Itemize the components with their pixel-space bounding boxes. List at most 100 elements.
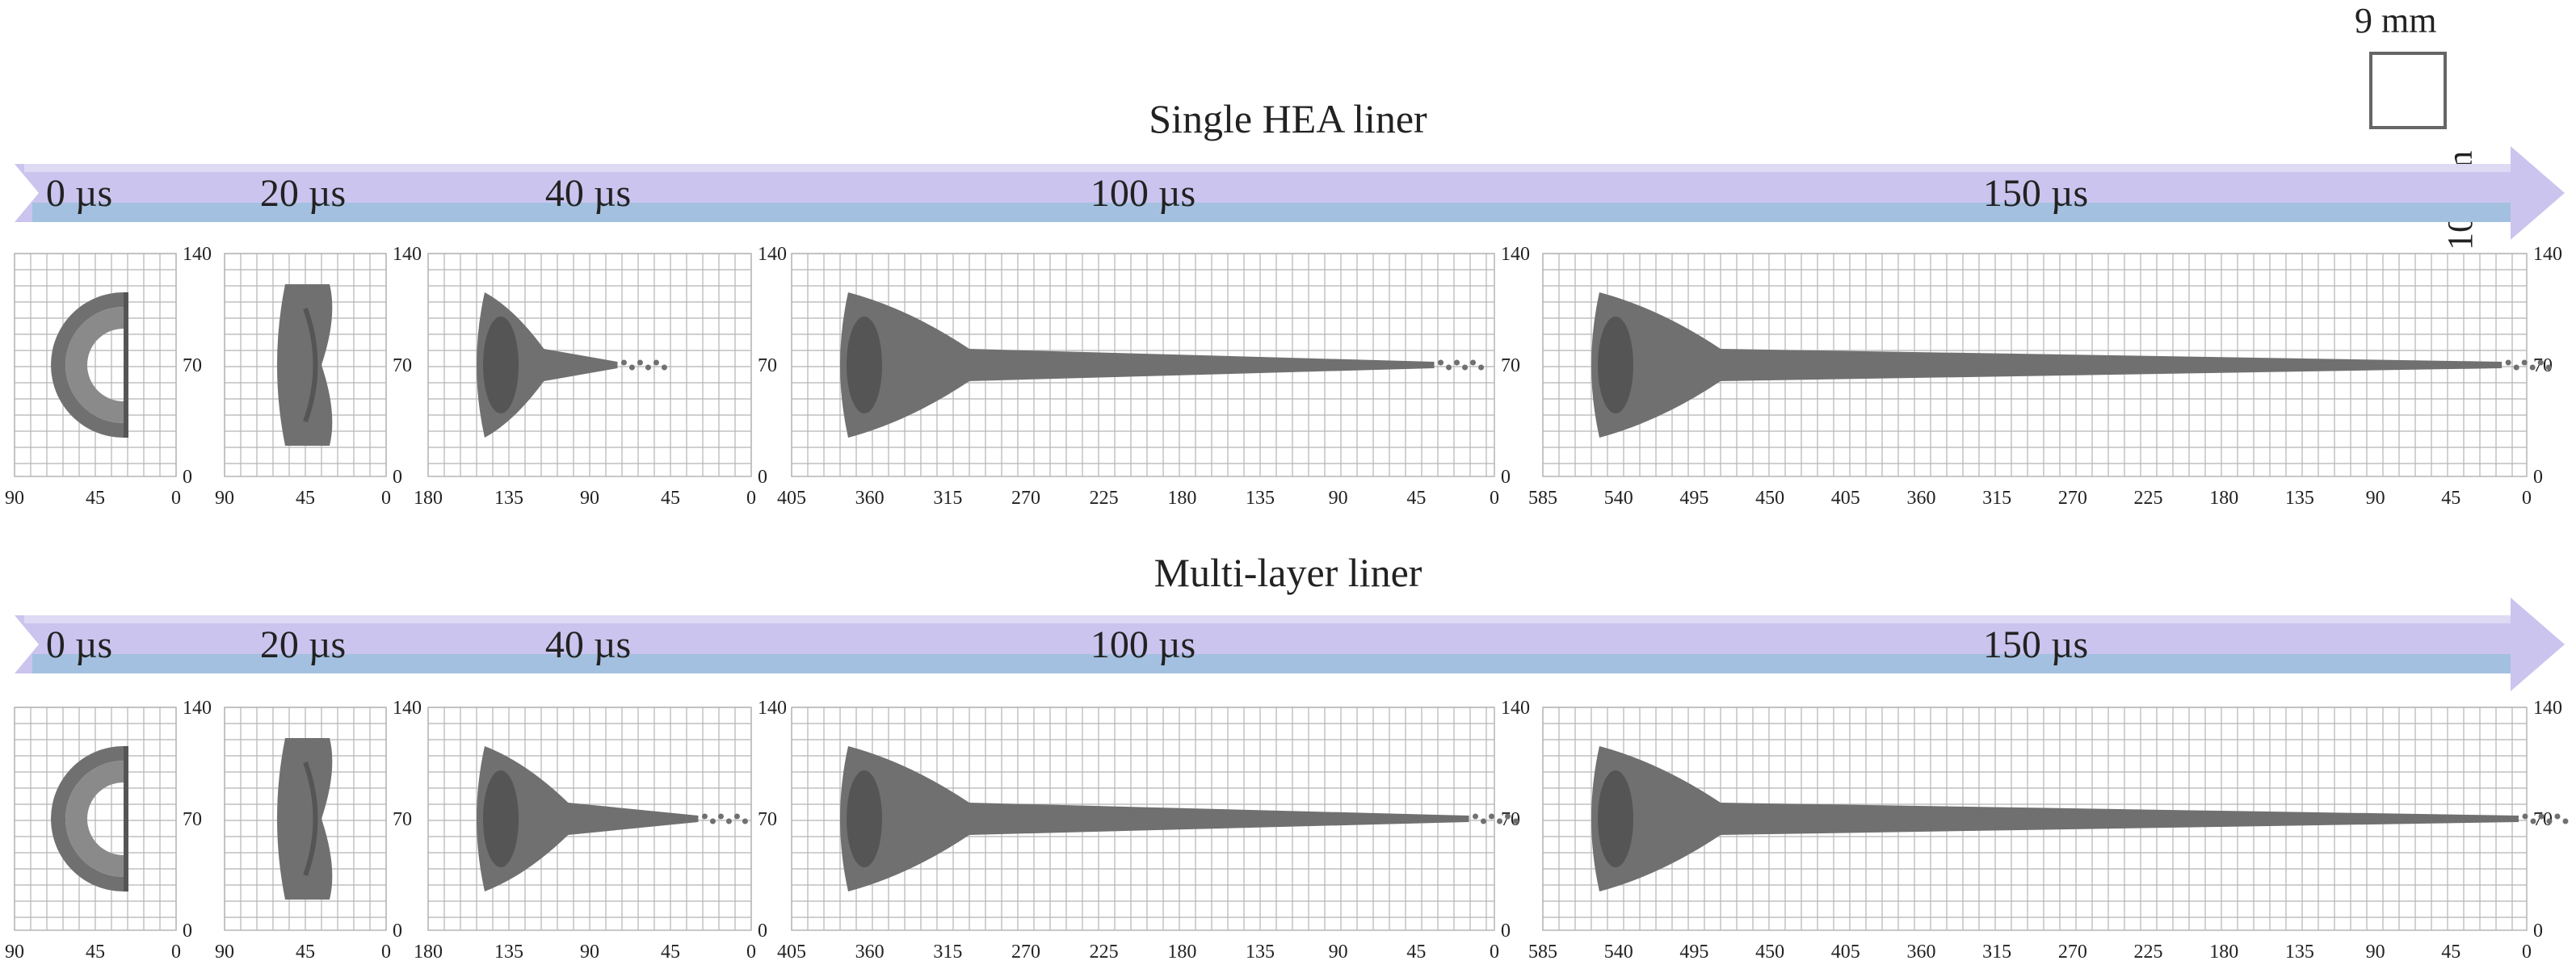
liner-inner (65, 307, 124, 423)
collapsed-liner (277, 284, 333, 446)
scale-bar-square (2369, 52, 2447, 129)
jet-slug-core (1598, 317, 1633, 413)
jet-particle (637, 359, 643, 366)
x-tick-label: 135 (2285, 942, 2314, 963)
x-tick-label: 45 (1406, 488, 1426, 509)
x-tick-label: 90 (5, 942, 24, 963)
timeline-arrow-highlight (24, 615, 2511, 623)
x-tick-label: 540 (1604, 488, 1633, 509)
timeline-arrow-band (32, 654, 2511, 673)
y-tick-label: 0 (2533, 921, 2543, 942)
jet-body (1591, 746, 2519, 891)
jet-particle (620, 359, 627, 366)
y-tick-label: 70 (1501, 355, 1520, 376)
x-tick-label: 405 (777, 488, 806, 509)
frame-single-4: 585 540 495 450 405 360 315 270 225 180 135 90 45 007… (1528, 244, 2562, 509)
frame-single-0: 90 45 00 70 140 (5, 244, 212, 509)
y-tick-label: 140 (758, 244, 787, 265)
frame-single-1: 90 45 00 70 140 (215, 244, 422, 509)
jet-particle (2545, 364, 2552, 371)
y-tick-label: 140 (393, 698, 422, 719)
jet-body (840, 746, 1469, 891)
jet-particle (1462, 364, 1469, 371)
liner-shell (51, 292, 124, 438)
x-tick-label: 90 (215, 488, 234, 509)
x-tick-label: 270 (1011, 488, 1040, 509)
x-tick-label: 45 (661, 942, 680, 963)
jet-body (477, 746, 699, 891)
jet-particle (2546, 818, 2553, 824)
x-tick-label: 315 (933, 488, 962, 509)
jet-particle (628, 364, 635, 371)
x-tick-label: 0 (1490, 942, 1499, 963)
jet-particle (2505, 359, 2511, 366)
jet-particle (1497, 818, 1503, 824)
y-tick-label: 140 (183, 244, 212, 265)
jet-particle (661, 364, 667, 371)
x-tick-label: 225 (2134, 488, 2163, 509)
jet-particle (1481, 818, 1487, 824)
y-tick-label: 0 (183, 921, 192, 942)
jet-particle (1446, 364, 1452, 371)
x-tick-label: 360 (855, 488, 885, 509)
x-tick-label: 360 (1906, 488, 1935, 509)
jet-particle (725, 818, 732, 824)
jet-particle (2522, 813, 2528, 820)
collapsed-liner (277, 738, 333, 900)
row-title-multi: Multi-layer liner (1154, 550, 1422, 595)
jet-particle (742, 818, 748, 824)
timeline-arrow-band (32, 203, 2511, 222)
jet-particle (653, 359, 659, 366)
frame-multi-2: 180 135 90 45 00 70 140 (414, 698, 787, 963)
x-tick-label: 45 (2441, 942, 2460, 963)
timeline-arrow-body (15, 146, 2565, 240)
x-tick-label: 135 (494, 942, 523, 963)
x-tick-label: 90 (215, 942, 234, 963)
y-tick-label: 140 (758, 698, 787, 719)
y-tick-label: 140 (2533, 698, 2562, 719)
x-tick-label: 90 (2366, 488, 2385, 509)
jet-slug-core (847, 317, 882, 413)
x-tick-label: 45 (296, 942, 315, 963)
x-tick-label: 495 (1679, 488, 1708, 509)
jet-particle (2537, 359, 2544, 366)
x-tick-label: 90 (1329, 942, 1348, 963)
x-tick-label: 315 (1982, 488, 2011, 509)
jet-slug-core (483, 770, 519, 867)
x-tick-label: 45 (1406, 942, 1426, 963)
x-tick-label: 315 (1982, 942, 2011, 963)
collapsed-liner-core (303, 307, 318, 423)
jet-slug-core (1598, 770, 1633, 867)
y-tick-label: 70 (393, 809, 412, 830)
frame-single-3: 405 360 315 270 225 180 135 90 45 00 70 140 (777, 244, 1530, 509)
liner-flange (124, 746, 128, 891)
y-tick-label: 0 (393, 921, 402, 942)
x-tick-label: 270 (1011, 942, 1040, 963)
timeline-arrow: 0 µs 20 µs 40 µs 100 µs 150 µs (15, 146, 2565, 240)
jet-particle (701, 813, 708, 820)
x-tick-label: 135 (1246, 488, 1275, 509)
liner-shell (51, 746, 124, 891)
x-tick-label: 0 (746, 488, 756, 509)
x-tick-label: 135 (1246, 942, 1275, 963)
y-tick-label: 140 (393, 244, 422, 265)
jet-particle (2538, 813, 2544, 820)
y-tick-label: 0 (1501, 921, 1511, 942)
x-tick-label: 90 (1329, 488, 1348, 509)
x-tick-label: 135 (494, 488, 523, 509)
jet-particle (2554, 813, 2561, 820)
frame-multi-0: 90 45 00 70 140 (5, 698, 212, 963)
x-tick-label: 45 (86, 942, 105, 963)
x-tick-label: 270 (2058, 488, 2087, 509)
row-title-single: Single HEA liner (1149, 96, 1427, 141)
jet-particle (1478, 364, 1485, 371)
x-tick-label: 180 (414, 942, 443, 963)
jet-particle (2513, 364, 2519, 371)
x-tick-label: 0 (1490, 488, 1499, 509)
timeline-label-3: 100 µs (1090, 172, 1196, 215)
x-tick-label: 450 (1755, 942, 1784, 963)
x-tick-label: 405 (1831, 488, 1860, 509)
y-tick-label: 0 (183, 467, 192, 488)
x-tick-label: 90 (580, 488, 599, 509)
